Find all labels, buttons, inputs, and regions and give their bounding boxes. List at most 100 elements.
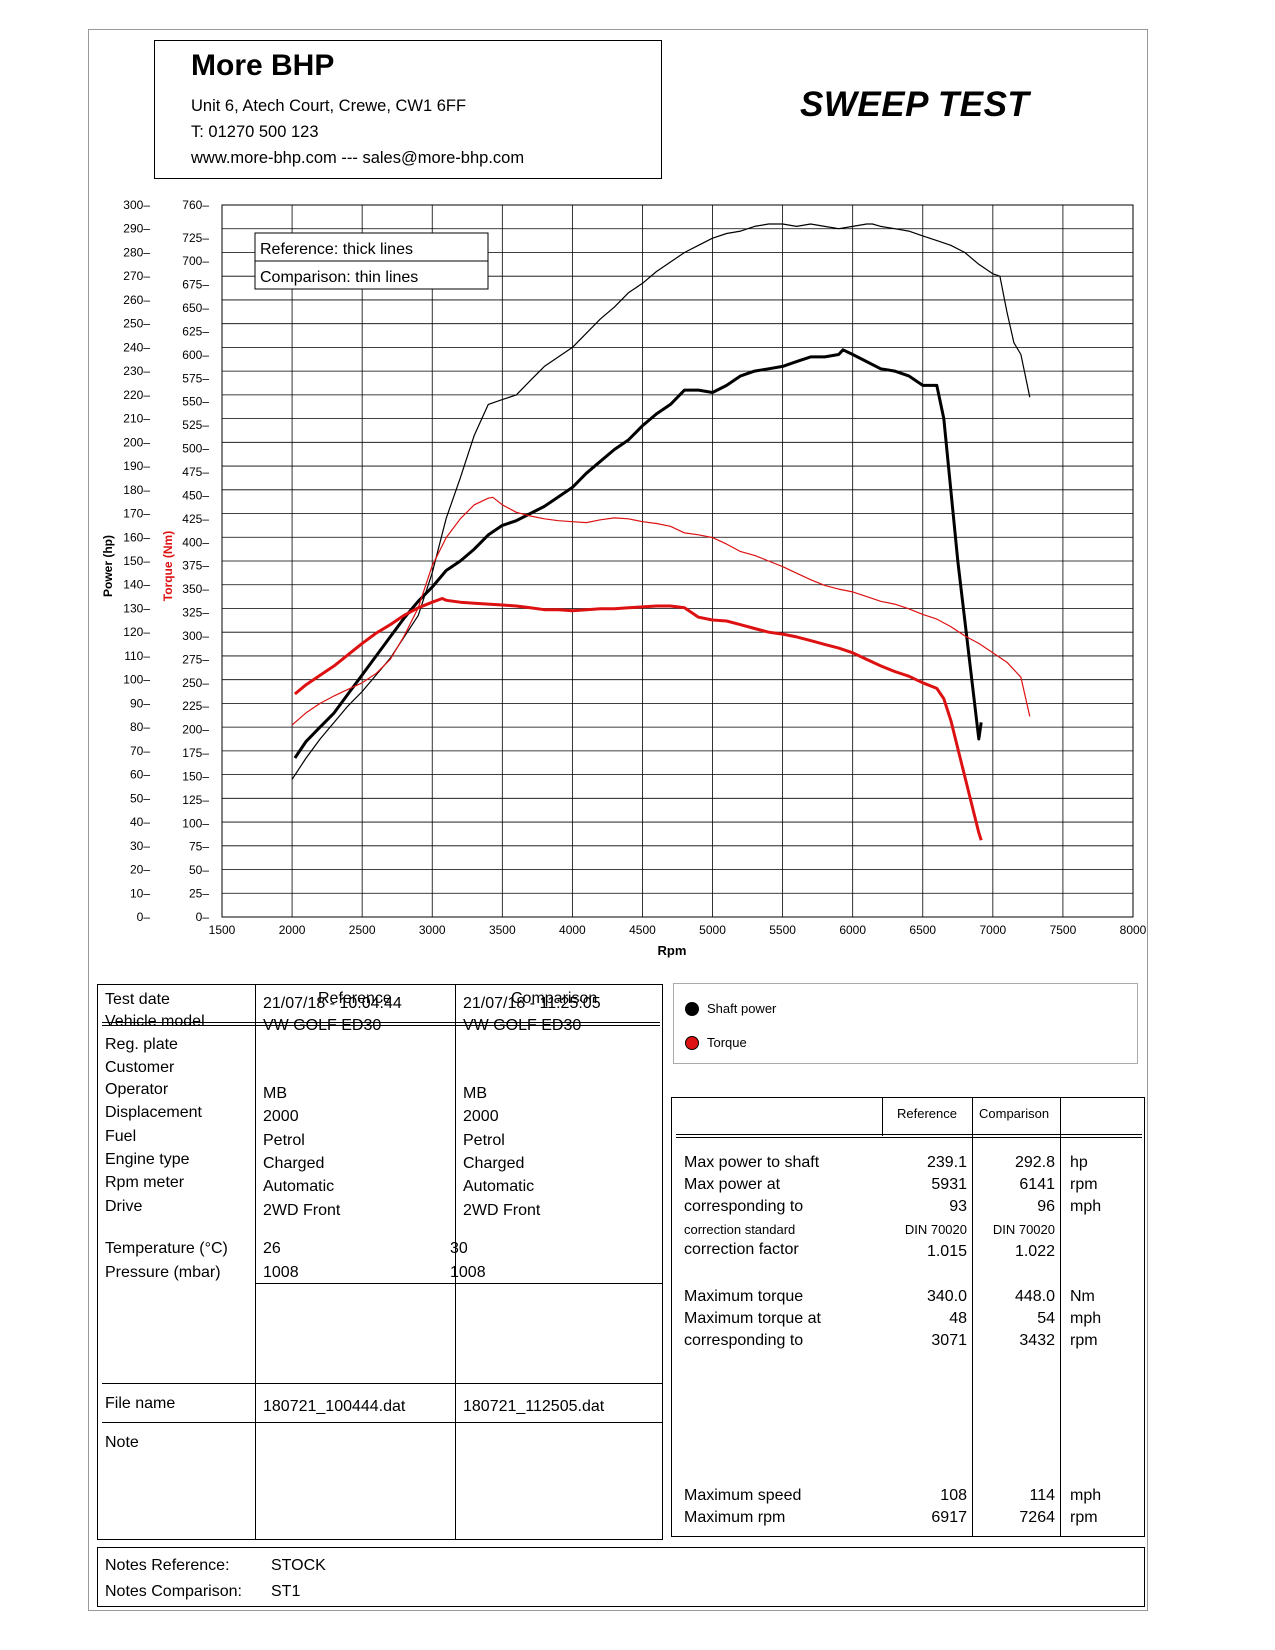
torque-tick-label: 200– — [182, 723, 209, 737]
power-tick-label: 20– — [130, 863, 150, 877]
result-comparison-value: 96 — [1037, 1198, 1055, 1215]
info-reference-value: MB — [263, 1085, 287, 1102]
torque-tick-label: 375– — [182, 559, 209, 573]
torque-tick-label: 225– — [182, 699, 209, 713]
info-reference-value: Automatic — [263, 1178, 335, 1195]
torque-tick-label: 100– — [182, 816, 209, 830]
results-table: Reference Comparison Max power to shaft 2… — [671, 1097, 1145, 1537]
env-reference-value: 26 — [263, 1240, 281, 1257]
torque-axis-ticks: 0– 25– 50– 75– 100– 125– 150– 175– 200– 225– 250– 2… — [182, 198, 209, 924]
power-tick-label: 10– — [130, 886, 150, 900]
result-label: Max power to shaft — [684, 1154, 820, 1171]
info-comparison-value: 21/07/18 - 11:25:05 — [463, 995, 601, 1012]
file-name-comparison: 180721_112505.dat — [463, 1398, 605, 1415]
torque-tick-label: 650– — [182, 301, 209, 315]
power-tick-label: 280– — [123, 245, 150, 259]
correction-standard-comparison: DIN 70020 — [992, 1222, 1055, 1237]
dyno-chart: 1500 2000 2500 3000 3500 4000 4500 5000 5500 6000… — [101, 198, 1147, 958]
torque-tick-label: 500– — [182, 442, 209, 456]
notes-comparison-label: Notes Comparison: — [105, 1583, 242, 1600]
file-name-reference: 180721_100444.dat — [263, 1398, 406, 1415]
info-comparison-value: Petrol — [463, 1132, 505, 1149]
result-label: Maximum torque — [684, 1288, 804, 1305]
info-label: Rpm meter — [105, 1174, 185, 1191]
result-unit: mph — [1070, 1310, 1102, 1327]
notes-comparison-value: ST1 — [271, 1583, 301, 1600]
result-reference-value: 3071 — [931, 1332, 967, 1349]
torque-tick-label: 250– — [182, 676, 209, 690]
x-tick-label: 3000 — [419, 923, 446, 937]
info-table: Reference Comparison Test date 21/07/18 -… — [97, 984, 663, 1540]
shaft-power-dot — [685, 1002, 699, 1016]
torque-comparison-line — [291, 496, 1031, 726]
result-unit: rpm — [1070, 1176, 1098, 1193]
power-tick-label: 110– — [124, 649, 150, 663]
info-label: Fuel — [105, 1128, 137, 1145]
torque-tick-label: 550– — [182, 395, 209, 409]
env-label: Pressure (mbar) — [105, 1264, 221, 1281]
company-phone: T: 01270 500 123 — [191, 123, 319, 141]
result-unit: rpm — [1070, 1509, 1098, 1526]
torque-tick-label: 125– — [182, 793, 209, 807]
info-label: Operator — [105, 1081, 169, 1098]
power-tick-label: 130– — [123, 601, 150, 615]
power-axis-ticks: 0– 10– 20– 30– 40– 50– 60– 70– 80– 90– 100– 110– 120… — [123, 198, 150, 924]
power-tick-label: 0– — [137, 910, 151, 924]
result-comparison-value: 6141 — [1019, 1176, 1055, 1193]
power-tick-label: 250– — [123, 317, 150, 331]
info-reference-value: Charged — [263, 1155, 325, 1172]
env-label: Temperature (°C) — [105, 1240, 228, 1257]
power-reference-line — [293, 348, 983, 759]
torque-tick-label: 275– — [182, 652, 209, 666]
power-tick-label: 240– — [123, 340, 150, 354]
torque-tick-label: 625– — [182, 324, 209, 338]
x-axis-label: Rpm — [658, 943, 687, 958]
x-tick-label: 8000 — [1120, 923, 1147, 937]
legend-thin-lines: Comparison: thin lines — [260, 269, 418, 286]
legend-torque: Torque — [707, 1035, 747, 1050]
power-tick-label: 200– — [123, 435, 150, 449]
correction-standard-label: correction standard — [684, 1222, 796, 1237]
info-reference-value: Petrol — [263, 1132, 305, 1149]
x-tick-label: 2000 — [279, 923, 306, 937]
env-reference-value: 1008 — [263, 1264, 299, 1281]
torque-axis-label: Torque (Nm) — [161, 531, 175, 601]
info-comparison-value: Charged — [463, 1155, 525, 1172]
power-tick-label: 30– — [130, 839, 150, 853]
x-tick-label: 6000 — [839, 923, 866, 937]
info-label: Customer — [105, 1059, 175, 1076]
power-comparison-line — [291, 223, 1031, 780]
x-tick-label: 3500 — [489, 923, 516, 937]
result-reference-value: 48 — [949, 1310, 967, 1327]
result-unit: mph — [1070, 1198, 1102, 1215]
result-reference-value: 239.1 — [926, 1154, 967, 1171]
result-comparison-value: 292.8 — [1014, 1154, 1055, 1171]
info-label: Vehicle model — [105, 1013, 205, 1030]
note-label: Note — [105, 1434, 139, 1451]
legend-thick-lines: Reference: thick lines — [260, 241, 413, 258]
power-tick-label: 190– — [123, 459, 150, 473]
env-comparison-value: 1008 — [450, 1264, 486, 1281]
result-comparison-value: 7264 — [1019, 1509, 1055, 1526]
result-reference-value: 93 — [949, 1198, 967, 1215]
x-axis-ticks: 1500 2000 2500 3000 3500 4000 4500 5000 5500 6000… — [209, 923, 1147, 937]
torque-tick-label: 600– — [182, 348, 209, 362]
result-unit: mph — [1070, 1487, 1102, 1504]
x-tick-label: 7500 — [1050, 923, 1077, 937]
info-label: Engine type — [105, 1151, 190, 1168]
correction-factor-comparison: 1.022 — [1014, 1243, 1055, 1260]
torque-tick-label: 50– — [189, 863, 209, 877]
torque-tick-label: 525– — [182, 418, 209, 432]
result-reference-value: 108 — [940, 1487, 967, 1504]
power-tick-label: 70– — [130, 744, 150, 758]
x-tick-label: 2500 — [349, 923, 376, 937]
result-comparison-value: 114 — [1029, 1487, 1055, 1504]
result-reference-value: 6917 — [931, 1509, 967, 1526]
x-tick-label: 1500 — [209, 923, 236, 937]
torque-tick-label: 300– — [182, 629, 209, 643]
torque-tick-label: 475– — [182, 465, 209, 479]
legend-shaft-power: Shaft power — [707, 1001, 777, 1016]
result-label: Maximum rpm — [684, 1509, 786, 1526]
power-tick-label: 140– — [123, 578, 150, 592]
power-tick-label: 230– — [123, 364, 150, 378]
